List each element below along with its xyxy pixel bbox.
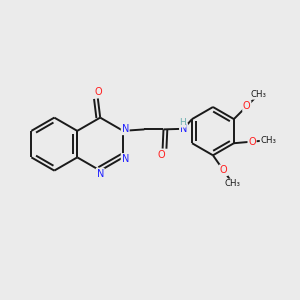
Text: CH₃: CH₃ <box>250 90 266 99</box>
Text: N: N <box>180 124 187 134</box>
Text: O: O <box>248 136 256 147</box>
Text: CH₃: CH₃ <box>260 136 276 145</box>
Text: N: N <box>97 169 104 178</box>
Text: H: H <box>179 118 186 127</box>
Text: O: O <box>220 165 227 175</box>
Text: O: O <box>158 150 166 160</box>
Text: CH₃: CH₃ <box>225 179 241 188</box>
Text: N: N <box>122 154 129 164</box>
Text: O: O <box>243 101 250 111</box>
Text: N: N <box>122 124 129 134</box>
Text: O: O <box>94 87 102 97</box>
